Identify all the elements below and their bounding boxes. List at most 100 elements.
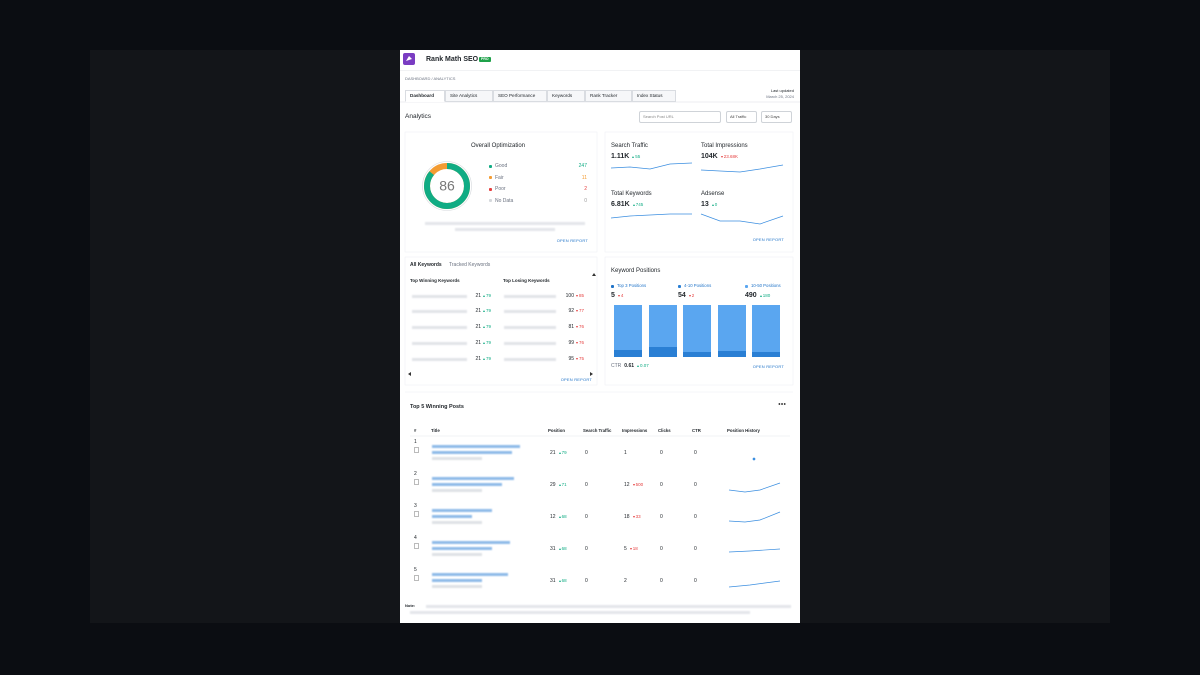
open-report-link[interactable]: OPEN REPORT bbox=[752, 364, 784, 369]
row-rank: 2 bbox=[414, 471, 417, 477]
position-value-row: 490 180 bbox=[745, 292, 771, 299]
legend-swatch bbox=[489, 199, 492, 202]
app-title: Rank Math SEO bbox=[426, 56, 479, 63]
position-change: 68 bbox=[559, 514, 567, 520]
nav-tab[interactable]: SEO Performance bbox=[493, 90, 547, 102]
row-clicks: 0 bbox=[660, 482, 663, 488]
positions-title: Keyword Positions bbox=[611, 268, 661, 274]
keyword-change: 76 bbox=[576, 340, 584, 346]
column-header: Position History bbox=[727, 428, 760, 433]
keyword-tab[interactable]: Tracked Keywords bbox=[449, 262, 491, 268]
legend-swatch bbox=[745, 284, 748, 288]
position-bars bbox=[614, 305, 780, 357]
legend-swatch bbox=[611, 284, 614, 288]
nav-tab[interactable]: Keywords bbox=[547, 90, 585, 102]
ctr-change: 0.07 bbox=[637, 363, 649, 369]
stat-change: 745 bbox=[633, 202, 644, 208]
stat-label: Search Traffic bbox=[611, 143, 648, 149]
nav-tab[interactable]: Rank Tracker bbox=[585, 90, 632, 102]
open-report-link[interactable]: OPEN REPORT bbox=[752, 237, 784, 242]
row-rank: 4 bbox=[414, 535, 417, 541]
position-change: 79 bbox=[559, 450, 567, 456]
position-change: 68 bbox=[559, 546, 567, 552]
keyword-change: 79 bbox=[483, 356, 491, 362]
traffic-filter[interactable]: All Traffic bbox=[726, 111, 757, 123]
row-traffic: 0 bbox=[585, 514, 588, 520]
position-label: 10-50 Positions bbox=[751, 283, 781, 288]
stat-value-row: 6.81K 745 bbox=[611, 201, 644, 208]
score-donut: 86 bbox=[422, 161, 472, 211]
row-position: 31 68 bbox=[550, 546, 567, 552]
column-header: Position bbox=[548, 428, 565, 433]
keyword-position: 21 bbox=[475, 356, 481, 362]
keyword-tab[interactable]: All Keywords bbox=[410, 262, 442, 268]
note-label: Note: bbox=[405, 603, 416, 608]
position-history-lines bbox=[728, 457, 781, 588]
section-heading: Analytics bbox=[405, 113, 432, 120]
impressions-change: 500 bbox=[633, 482, 644, 488]
position-value: 54 bbox=[678, 292, 686, 299]
keyword-change: 77 bbox=[576, 308, 584, 314]
row-impressions: 18 33 bbox=[624, 514, 641, 520]
legend-label: Good bbox=[495, 163, 508, 169]
keyword-position: 100 bbox=[565, 293, 574, 299]
position-change: 4 bbox=[618, 293, 624, 299]
position-value: 490 bbox=[745, 292, 757, 299]
row-clicks: 0 bbox=[660, 450, 663, 456]
ctr-value: 0.61 bbox=[624, 363, 635, 369]
keyword-position: 21 bbox=[475, 308, 481, 314]
column-header: CTR bbox=[692, 428, 701, 433]
ctr-label: CTR bbox=[611, 363, 622, 369]
positions-card bbox=[604, 256, 794, 386]
stat-label: Total Impressions bbox=[701, 143, 748, 149]
stat-change: 0 bbox=[712, 202, 718, 208]
row-rank: 3 bbox=[414, 503, 417, 509]
optimization-title: Overall Optimization bbox=[470, 143, 526, 149]
row-icon bbox=[414, 511, 419, 517]
row-impressions: 5 18 bbox=[624, 546, 638, 552]
legend-label: No Data bbox=[495, 197, 514, 204]
column-header: Search Traffic bbox=[583, 428, 612, 433]
optimization-card bbox=[404, 131, 598, 253]
position-label: 4-10 Positions bbox=[684, 283, 712, 288]
open-report-link[interactable]: OPEN REPORT bbox=[560, 377, 592, 382]
nav-tab[interactable]: Index Status bbox=[632, 90, 676, 102]
keyword-position: 99 bbox=[568, 340, 574, 346]
row-position: 12 68 bbox=[550, 514, 567, 520]
range-filter[interactable]: 30 Days bbox=[761, 111, 792, 123]
column-header: Clicks bbox=[658, 428, 671, 433]
nav-tab[interactable]: Site Analytics bbox=[445, 90, 493, 102]
donut-score-arc bbox=[424, 163, 470, 209]
legend-swatch bbox=[489, 187, 492, 191]
dashboard-panel: 86 Rank Math SEO PRO DASHBOARD / ANALYTICS… bbox=[400, 50, 800, 623]
row-traffic: 0 bbox=[585, 578, 588, 584]
nav-tab[interactable]: Dashboard bbox=[405, 90, 445, 102]
keyword-change: 76 bbox=[576, 324, 584, 330]
position-value: 29 bbox=[550, 482, 556, 488]
stat-value-row: 104K 23.68K bbox=[701, 153, 738, 160]
column-header: # bbox=[414, 428, 417, 433]
legend-swatch bbox=[489, 176, 492, 179]
row-ctr: 0 bbox=[694, 514, 697, 520]
row-impressions: 2 bbox=[624, 578, 627, 584]
legend-label: Poor bbox=[495, 186, 506, 192]
position-value: 21 bbox=[550, 450, 556, 456]
keywords-card bbox=[404, 256, 598, 386]
row-icon bbox=[414, 447, 419, 453]
open-report-link[interactable]: OPEN REPORT bbox=[556, 238, 588, 243]
position-change: 180 bbox=[760, 293, 771, 299]
posts-title[interactable]: Top 5 Winning Posts bbox=[410, 404, 464, 410]
keyword-change: 85 bbox=[576, 293, 584, 299]
impressions-value: 18 bbox=[624, 514, 630, 520]
logo-mark bbox=[406, 56, 412, 61]
row-clicks: 0 bbox=[660, 578, 663, 584]
row-impressions: 12 500 bbox=[624, 482, 643, 488]
search-box[interactable]: Search Post URL bbox=[639, 111, 721, 123]
stat-value-row: 1.11K 55 bbox=[611, 153, 640, 160]
legend-swatch bbox=[678, 284, 681, 288]
more-menu[interactable] bbox=[778, 403, 786, 405]
row-ctr: 0 bbox=[694, 546, 697, 552]
keyword-change: 79 bbox=[483, 340, 491, 346]
keyword-position: 21 bbox=[475, 293, 481, 299]
position-legend: 10-50 Positions bbox=[745, 283, 781, 289]
